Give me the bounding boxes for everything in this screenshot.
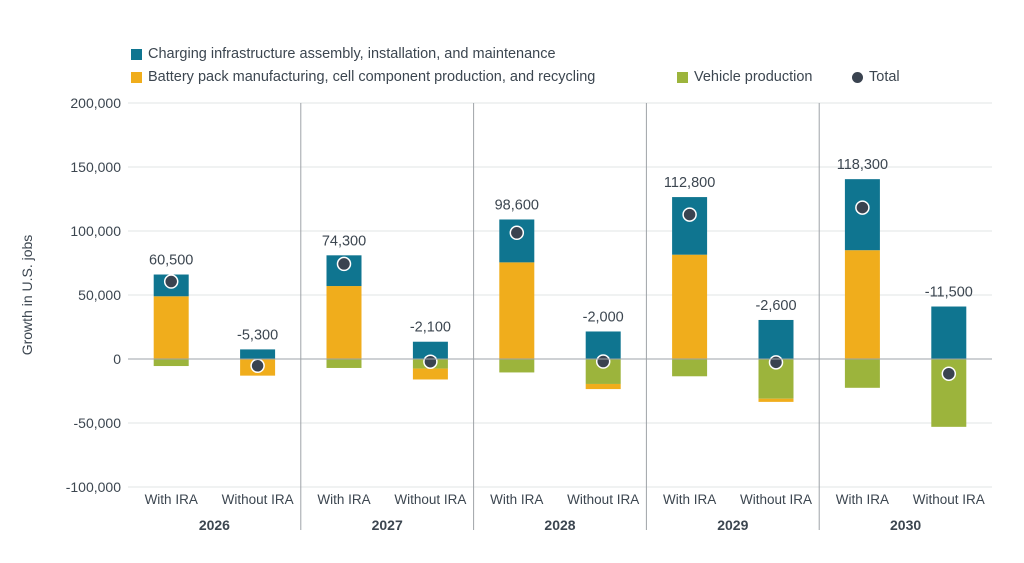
legend-label-battery: Battery pack manufacturing, cell compone… — [148, 69, 596, 85]
total-marker — [163, 274, 179, 289]
total-data-label: -5,300 — [237, 327, 278, 343]
bar-segment-charging — [412, 341, 448, 359]
total-data-label: 60,500 — [149, 253, 193, 269]
bar-segment-battery — [412, 368, 448, 380]
total-marker — [941, 366, 957, 381]
legend-item-charging: Charging infrastructure assembly, instal… — [131, 46, 556, 62]
total-data-label: -11,500 — [925, 285, 973, 301]
total-marker — [336, 256, 352, 272]
bar-segment-battery — [672, 254, 708, 359]
y-tick-label: -100,000 — [66, 479, 121, 495]
total-data-label: 74,300 — [322, 233, 366, 249]
legend-swatch-charging — [131, 48, 142, 60]
total-marker — [509, 225, 525, 241]
bar-segment-battery — [585, 383, 621, 390]
bar-segment-charging — [240, 349, 276, 359]
bar-segment-vehicle — [153, 359, 189, 367]
legend-marker-total — [852, 71, 863, 83]
y-tick-label: 50,000 — [78, 287, 121, 303]
x-category-label: Without IRA — [740, 492, 812, 507]
x-category-label: With IRA — [145, 492, 198, 507]
x-category-label: Without IRA — [567, 492, 639, 507]
y-tick-label: 200,000 — [70, 95, 121, 111]
x-category-label: With IRA — [836, 492, 889, 507]
bar-segment-battery — [326, 286, 362, 359]
x-group-label: 2030 — [890, 517, 921, 533]
bar-segment-vehicle — [326, 359, 362, 368]
bar-segment-battery — [758, 398, 794, 402]
total-marker — [595, 354, 611, 369]
bar-segment-battery — [499, 262, 535, 359]
total-data-label: -2,000 — [583, 309, 624, 325]
x-group-label: 2029 — [717, 517, 748, 533]
legend-swatch-battery — [131, 71, 142, 83]
bar-segment-charging — [758, 319, 794, 359]
x-category-label: With IRA — [490, 492, 543, 507]
x-category-label: With IRA — [663, 492, 716, 507]
x-group-label: 2027 — [372, 517, 403, 533]
x-group-label: 2026 — [199, 517, 230, 533]
legend-label-total: Total — [869, 69, 900, 85]
total-data-label: 112,800 — [664, 175, 715, 191]
legend-label-charging: Charging infrastructure assembly, instal… — [148, 46, 556, 62]
total-marker — [768, 355, 784, 370]
legend-item-vehicle: Vehicle production — [677, 69, 813, 85]
y-tick-label: -50,000 — [74, 415, 122, 431]
y-tick-label: 150,000 — [70, 159, 121, 175]
total-marker — [855, 200, 870, 215]
bar-segment-battery — [153, 296, 189, 359]
bar-segment-vehicle — [499, 359, 535, 373]
x-group-label: 2028 — [544, 517, 575, 533]
total-marker — [682, 207, 697, 222]
x-category-label: Without IRA — [222, 492, 294, 507]
legend-item-total: Total — [852, 69, 900, 85]
bar-segment-vehicle — [844, 359, 880, 388]
bar-segment-vehicle — [672, 359, 708, 377]
x-category-label: Without IRA — [394, 492, 466, 507]
legend-item-battery: Battery pack manufacturing, cell compone… — [131, 69, 595, 85]
legend-label-vehicle: Vehicle production — [694, 69, 813, 85]
bar-segment-charging — [672, 197, 708, 255]
x-category-label: Without IRA — [913, 492, 985, 507]
legend-swatch-vehicle — [677, 71, 688, 83]
total-data-label: 98,600 — [495, 197, 539, 213]
total-data-label: -2,100 — [410, 320, 451, 336]
y-tick-label: 100,000 — [70, 223, 121, 239]
x-category-label: With IRA — [317, 492, 370, 507]
bar-segment-charging — [931, 306, 967, 359]
total-data-label: -2,600 — [755, 298, 796, 314]
y-axis-label: Growth in U.S. jobs — [19, 235, 35, 356]
y-tick-label: 0 — [113, 351, 121, 367]
bar-segment-battery — [844, 250, 880, 359]
total-marker — [250, 358, 265, 374]
total-data-label: 118,300 — [837, 157, 888, 173]
total-marker — [423, 354, 438, 369]
